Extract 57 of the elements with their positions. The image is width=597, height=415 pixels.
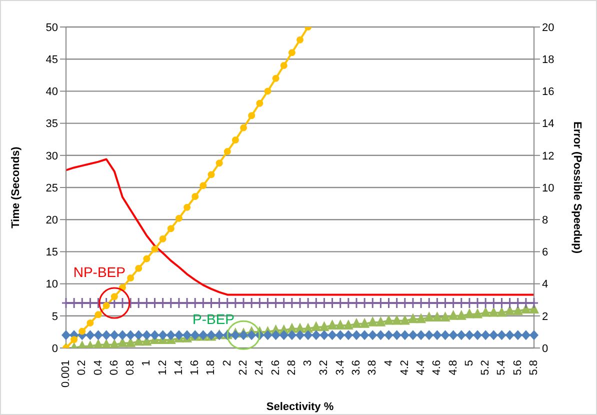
x-tick-label: 3.8 <box>366 360 379 376</box>
x-tick-label: 4 <box>382 360 395 366</box>
x-tick-label: 4.8 <box>447 360 460 376</box>
annotation: P-BEP <box>192 311 235 328</box>
x-tick-label: 5.6 <box>512 360 524 376</box>
x-tick-label: 5.2 <box>480 360 492 376</box>
y-tick-label: 10 <box>46 278 58 291</box>
x-tick-label: 0.8 <box>124 360 137 376</box>
x-tick-label: 0.6 <box>108 360 120 376</box>
y-tick-label: 40 <box>46 86 58 98</box>
y-tick-label: 0 <box>52 342 58 355</box>
x-tick-label: 0.4 <box>92 360 104 376</box>
y-tick-label: 45 <box>46 54 58 66</box>
x-tick-label: 2 <box>221 360 234 366</box>
y-tick-label: 25 <box>46 182 58 194</box>
y2-tick-label: 16 <box>542 86 554 98</box>
y2-tick-label: 2 <box>542 310 548 323</box>
y2-tick-label: 18 <box>542 54 554 66</box>
x-tick-label: 1 <box>140 360 153 366</box>
y2-tick-label: 0 <box>542 342 548 355</box>
x-tick-label: 4.4 <box>415 360 428 376</box>
x-tick-label: 1.6 <box>189 360 202 376</box>
y-axis-title: Time (Seconds) <box>10 146 22 228</box>
x-tick-label: 5.8 <box>528 360 540 376</box>
y2-tick-label: 8 <box>542 214 548 227</box>
y-tick-label: 15 <box>46 246 58 259</box>
x-tick-label: 5 <box>463 360 476 366</box>
y-tick-label: 30 <box>46 150 58 162</box>
x-tick-label: 2.2 <box>238 360 250 376</box>
x-tick-label: 2.4 <box>254 360 266 376</box>
x-tick-label: 4.6 <box>431 360 444 376</box>
y2-tick-label: 20 <box>542 22 554 34</box>
x-tick-label: 1.2 <box>156 360 169 376</box>
x-tick-label: 1.8 <box>205 360 218 376</box>
y-tick-label: 35 <box>46 118 58 130</box>
x-tick-label: 3.2 <box>318 360 330 376</box>
x-tick-label: 1.4 <box>172 360 185 376</box>
x-tick-label: 3 <box>302 360 314 366</box>
x-tick-label: 0.2 <box>76 360 88 376</box>
y2-tick-label: 14 <box>542 118 554 130</box>
y-tick-label: 50 <box>46 22 58 34</box>
y2-tick-label: 10 <box>542 182 554 194</box>
x-tick-label: 4.2 <box>398 360 411 376</box>
y2-axis-title: Error (Possible Speedup) <box>571 121 584 254</box>
x-tick-label: 2.6 <box>270 360 282 376</box>
y-tick-label: 5 <box>52 310 58 323</box>
x-tick-label: 3.4 <box>334 360 346 376</box>
y2-tick-label: 4 <box>542 278 548 291</box>
x-axis-title: Selectivity % <box>266 401 334 413</box>
y2-tick-label: 6 <box>542 246 548 259</box>
x-tick-label: 0.001 <box>60 360 72 388</box>
y-tick-label: 20 <box>46 214 58 227</box>
annotation: NP-BEP <box>73 264 126 280</box>
x-tick-label: 3.6 <box>350 360 362 376</box>
y2-tick-label: 12 <box>542 150 554 162</box>
x-tick-label: 5.4 <box>496 360 508 376</box>
x-tick-label: 2.8 <box>286 360 298 376</box>
